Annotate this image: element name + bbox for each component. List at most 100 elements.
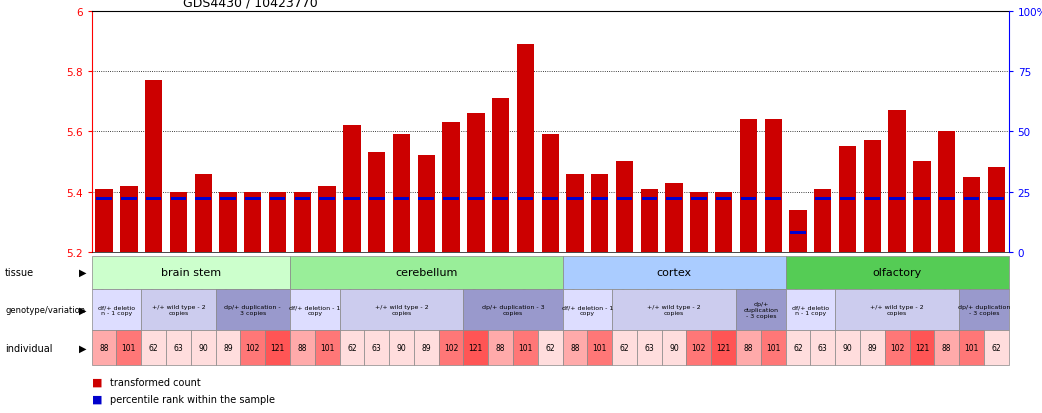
Bar: [815, 198, 830, 201]
Bar: [617, 198, 632, 201]
Bar: [790, 231, 805, 234]
Text: cerebellum: cerebellum: [395, 268, 457, 278]
Bar: [319, 198, 334, 201]
Bar: [220, 198, 235, 201]
Bar: [592, 198, 607, 201]
Bar: [889, 198, 904, 201]
Bar: [96, 189, 113, 252]
Bar: [591, 174, 609, 252]
Bar: [195, 174, 212, 252]
Bar: [443, 123, 460, 252]
Bar: [691, 198, 706, 201]
Text: dp/+ duplication
- 3 copies: dp/+ duplication - 3 copies: [958, 304, 1010, 315]
Bar: [964, 198, 979, 201]
Text: +/+ wild type - 2
copies: +/+ wild type - 2 copies: [647, 304, 701, 315]
Text: 62: 62: [545, 344, 555, 352]
Text: 102: 102: [444, 344, 458, 352]
Bar: [642, 198, 658, 201]
Bar: [368, 153, 386, 252]
Text: 88: 88: [744, 344, 753, 352]
Text: ▶: ▶: [79, 343, 86, 353]
Bar: [864, 141, 882, 252]
Text: df/+ deletio
n - 1 copy: df/+ deletio n - 1 copy: [98, 304, 135, 315]
Bar: [641, 189, 658, 252]
Bar: [96, 198, 111, 201]
Bar: [939, 198, 954, 201]
Text: 63: 63: [174, 344, 183, 352]
Bar: [616, 162, 634, 252]
Text: 101: 101: [766, 344, 780, 352]
Text: genotype/variation: genotype/variation: [5, 305, 85, 314]
Bar: [245, 198, 260, 201]
Text: 62: 62: [347, 344, 356, 352]
Text: 88: 88: [298, 344, 307, 352]
Bar: [394, 198, 410, 201]
Bar: [145, 81, 163, 252]
Text: ■: ■: [92, 394, 102, 404]
Bar: [121, 198, 137, 201]
Text: 88: 88: [942, 344, 951, 352]
Text: 101: 101: [320, 344, 334, 352]
Bar: [219, 192, 237, 252]
Bar: [840, 198, 855, 201]
Text: 101: 101: [593, 344, 606, 352]
Text: dp/+ duplication - 3
copies: dp/+ duplication - 3 copies: [481, 304, 544, 315]
Text: 90: 90: [198, 344, 208, 352]
Bar: [814, 189, 832, 252]
Bar: [419, 198, 435, 201]
Text: ▶: ▶: [79, 268, 86, 278]
Bar: [567, 198, 582, 201]
Bar: [914, 198, 929, 201]
Bar: [518, 198, 534, 201]
Bar: [715, 192, 733, 252]
Text: 62: 62: [620, 344, 629, 352]
Text: 88: 88: [496, 344, 505, 352]
Text: 89: 89: [421, 344, 431, 352]
Text: olfactory: olfactory: [872, 268, 922, 278]
Text: +/+ wild type - 2
copies: +/+ wild type - 2 copies: [870, 304, 924, 315]
Bar: [343, 126, 361, 252]
Bar: [171, 198, 187, 201]
Bar: [120, 186, 138, 252]
Bar: [765, 120, 782, 252]
Text: 63: 63: [372, 344, 381, 352]
Text: df/+ deletio
n - 1 copy: df/+ deletio n - 1 copy: [792, 304, 829, 315]
Text: 101: 101: [964, 344, 978, 352]
Bar: [393, 135, 411, 252]
Text: 102: 102: [246, 344, 259, 352]
Bar: [938, 132, 956, 252]
Text: 90: 90: [669, 344, 679, 352]
Bar: [344, 198, 359, 201]
Bar: [988, 168, 1004, 252]
Bar: [989, 198, 1004, 201]
Bar: [839, 147, 857, 252]
Text: 101: 101: [122, 344, 137, 352]
Bar: [666, 183, 683, 252]
Text: percentile rank within the sample: percentile rank within the sample: [110, 394, 275, 404]
Text: 101: 101: [518, 344, 532, 352]
Text: 62: 62: [149, 344, 158, 352]
Bar: [542, 135, 559, 252]
Bar: [170, 192, 188, 252]
Text: 102: 102: [890, 344, 904, 352]
Text: 121: 121: [271, 344, 284, 352]
Bar: [319, 186, 336, 252]
Text: cortex: cortex: [656, 268, 692, 278]
Bar: [566, 174, 584, 252]
Bar: [690, 192, 708, 252]
Bar: [369, 198, 384, 201]
Bar: [790, 210, 807, 252]
Bar: [467, 114, 485, 252]
Bar: [269, 192, 287, 252]
Text: 102: 102: [692, 344, 706, 352]
Bar: [443, 198, 458, 201]
Text: 89: 89: [868, 344, 877, 352]
Bar: [294, 192, 311, 252]
Text: transformed count: transformed count: [110, 377, 201, 387]
Text: GDS4430 / 10423770: GDS4430 / 10423770: [183, 0, 318, 10]
Bar: [666, 198, 681, 201]
Text: 89: 89: [223, 344, 232, 352]
Text: 90: 90: [397, 344, 406, 352]
Text: dp/+
duplication
- 3 copies: dp/+ duplication - 3 copies: [743, 301, 778, 318]
Bar: [492, 99, 510, 252]
